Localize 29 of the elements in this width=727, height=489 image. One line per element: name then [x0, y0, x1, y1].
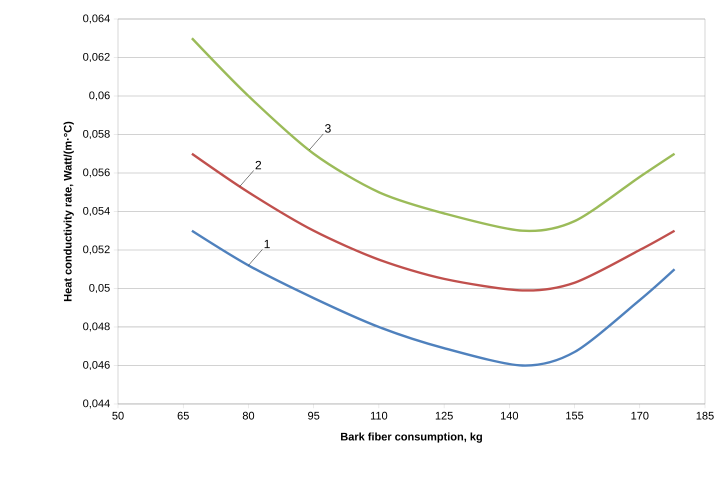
y-tick-label: 0,052 [83, 245, 110, 255]
x-tick-label: 140 [500, 412, 518, 420]
y-tick-label: 0,062 [83, 52, 110, 62]
x-tick-label: 170 [631, 412, 649, 420]
x-tick-label: 50 [112, 412, 124, 420]
x-tick-label: 155 [566, 412, 584, 420]
x-tick-label: 80 [242, 412, 254, 420]
y-axis-title: Heat conductivity rate, Watt/(m·°C) [64, 122, 74, 302]
x-tick-label: 185 [696, 412, 714, 420]
x-tick-label: 110 [370, 412, 388, 420]
annotation: 3 [325, 124, 331, 133]
line-series [190, 230, 676, 367]
y-tick-label: 0,046 [83, 360, 110, 370]
y-tick-label: 0,058 [83, 130, 110, 140]
annotation: 1 [264, 240, 270, 248]
x-tick-label: 65 [178, 412, 189, 420]
line-series [190, 37, 676, 232]
y-tick-label: 0,056 [83, 168, 110, 178]
y-tick-label: 0,05 [89, 284, 110, 294]
y-tick-label: 0,048 [83, 322, 110, 332]
line-series [190, 152, 676, 292]
y-tick-label: 0,054 [83, 206, 110, 216]
y-tick-label: 0,06 [89, 91, 110, 101]
x-axis-title: Bark fiber consumption, kg [341, 432, 482, 443]
x-tick-label: 95 [308, 412, 320, 420]
y-tick-label: 0,064 [83, 14, 110, 24]
x-tick-label: 125 [436, 412, 453, 420]
annotation: 2 [256, 160, 262, 170]
y-tick-label: 0,044 [83, 399, 110, 409]
